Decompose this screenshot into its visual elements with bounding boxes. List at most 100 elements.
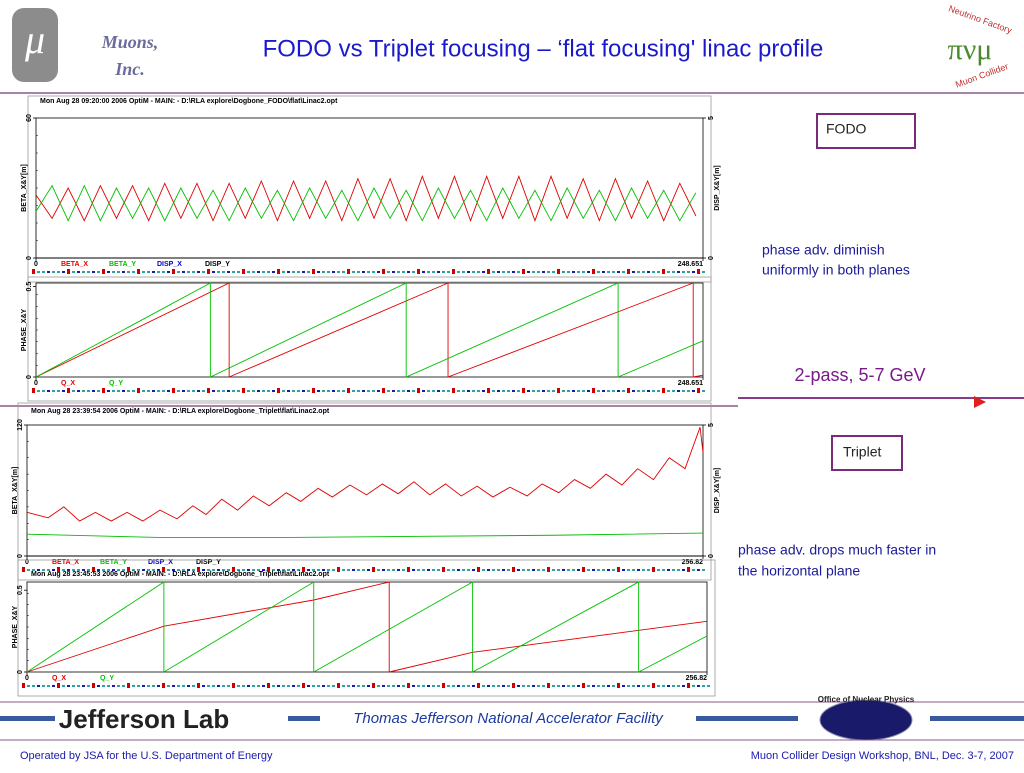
- lattice-element: [317, 271, 320, 273]
- lattice-element: [167, 569, 170, 571]
- lattice-element: [402, 390, 405, 392]
- lattice-element: [422, 390, 425, 392]
- lattice-element: [622, 390, 625, 392]
- lattice-element: [437, 271, 440, 273]
- lattice-element: [597, 390, 600, 392]
- lattice-element: [507, 390, 510, 392]
- lattice-element: [227, 685, 230, 687]
- lattice-element: [462, 685, 465, 687]
- lattice-element: [377, 271, 380, 273]
- legend-entry: DISP_Y: [196, 559, 221, 566]
- lattice-element: [682, 569, 685, 571]
- lattice-element: [527, 685, 530, 687]
- lattice-element: [152, 390, 155, 392]
- series-line: [35, 175, 697, 222]
- y-axis-label: PHASE_X&Y: [12, 605, 19, 648]
- x-tick-label: 0: [25, 559, 29, 566]
- lattice-element: [482, 390, 485, 392]
- lattice-element: [412, 390, 415, 392]
- legend-entry: DISP_Y: [205, 261, 230, 268]
- legend-entry: Q_X: [52, 675, 66, 682]
- lattice-element: [407, 390, 410, 392]
- lattice-element: [207, 269, 210, 274]
- lattice-element: [602, 390, 605, 392]
- lattice-element: [582, 390, 585, 392]
- lattice-element: [567, 569, 570, 571]
- lattice-element: [82, 569, 85, 571]
- lattice-element: [417, 388, 420, 393]
- lattice-element: [542, 390, 545, 392]
- lattice-element: [297, 390, 300, 392]
- lattice-element: [272, 685, 275, 687]
- legend-entry: BETA_Y: [109, 261, 136, 268]
- lattice-element: [312, 569, 315, 571]
- lattice-element: [397, 569, 400, 571]
- lattice-element: [602, 685, 605, 687]
- lattice-element: [642, 685, 645, 687]
- lattice-element: [342, 685, 345, 687]
- lattice-element: [452, 269, 455, 274]
- lattice-element: [262, 390, 265, 392]
- lattice-element: [32, 388, 35, 393]
- lattice-element: [247, 271, 250, 273]
- lattice-element: [632, 569, 635, 571]
- lattice-element: [92, 271, 95, 273]
- lattice-element: [47, 390, 50, 392]
- legend-entry: Q_Y: [100, 675, 114, 682]
- office-logo: [819, 699, 913, 741]
- lattice-element: [612, 390, 615, 392]
- lattice-element: [227, 569, 230, 571]
- x-tick-label: 256.82: [686, 675, 708, 682]
- lattice-element: [347, 569, 350, 571]
- plot-area: [35, 117, 704, 259]
- legend-entry: DISP_X: [157, 261, 182, 268]
- lattice-element: [52, 569, 55, 571]
- lattice-element: [522, 269, 525, 274]
- lattice-element: [92, 390, 95, 392]
- lattice-element: [32, 569, 35, 571]
- lattice-element: [352, 569, 355, 571]
- lattice-element: [552, 685, 555, 687]
- note: phase adv. drops much faster in: [738, 542, 936, 558]
- lattice-element: [607, 685, 610, 687]
- legend-entry: BETA_Y: [100, 559, 127, 566]
- lattice-element: [52, 390, 55, 392]
- lattice-element: [452, 388, 455, 393]
- lattice-element: [162, 683, 165, 688]
- y-axis-label: BETA_X&Y[m]: [12, 467, 19, 515]
- lattice-element: [562, 271, 565, 273]
- lattice-element: [122, 685, 125, 687]
- lattice-element: [677, 390, 680, 392]
- lattice-element: [542, 271, 545, 273]
- lattice-element: [672, 685, 675, 687]
- lattice-element: [577, 271, 580, 273]
- lattice-element: [152, 271, 155, 273]
- lattice-element: [467, 569, 470, 571]
- lattice-element: [167, 685, 170, 687]
- lattice-element: [367, 271, 370, 273]
- lattice-element: [382, 388, 385, 393]
- lattice-element: [702, 685, 705, 687]
- lattice-element: [377, 569, 380, 571]
- lattice-element: [92, 683, 95, 688]
- lattice-element: [622, 685, 625, 687]
- lattice-element: [657, 685, 660, 687]
- lattice-element: [267, 390, 270, 392]
- y2-tick-label: 0: [708, 256, 715, 260]
- lattice-element: [512, 683, 515, 688]
- lattice-element: [162, 390, 165, 392]
- lattice-element: [307, 685, 310, 687]
- lattice-element: [182, 390, 185, 392]
- y2-tick-label: 0: [708, 554, 715, 558]
- lattice-element: [352, 685, 355, 687]
- lattice-element: [517, 390, 520, 392]
- lattice-element: [412, 271, 415, 273]
- lattice-element: [242, 388, 245, 393]
- lattice-element: [397, 390, 400, 392]
- lattice-element: [162, 271, 165, 273]
- lattice-element: [242, 685, 245, 687]
- y-tick-label: 0: [17, 670, 24, 674]
- lattice-element: [557, 269, 560, 274]
- series-line: [26, 427, 704, 522]
- lattice-element: [82, 685, 85, 687]
